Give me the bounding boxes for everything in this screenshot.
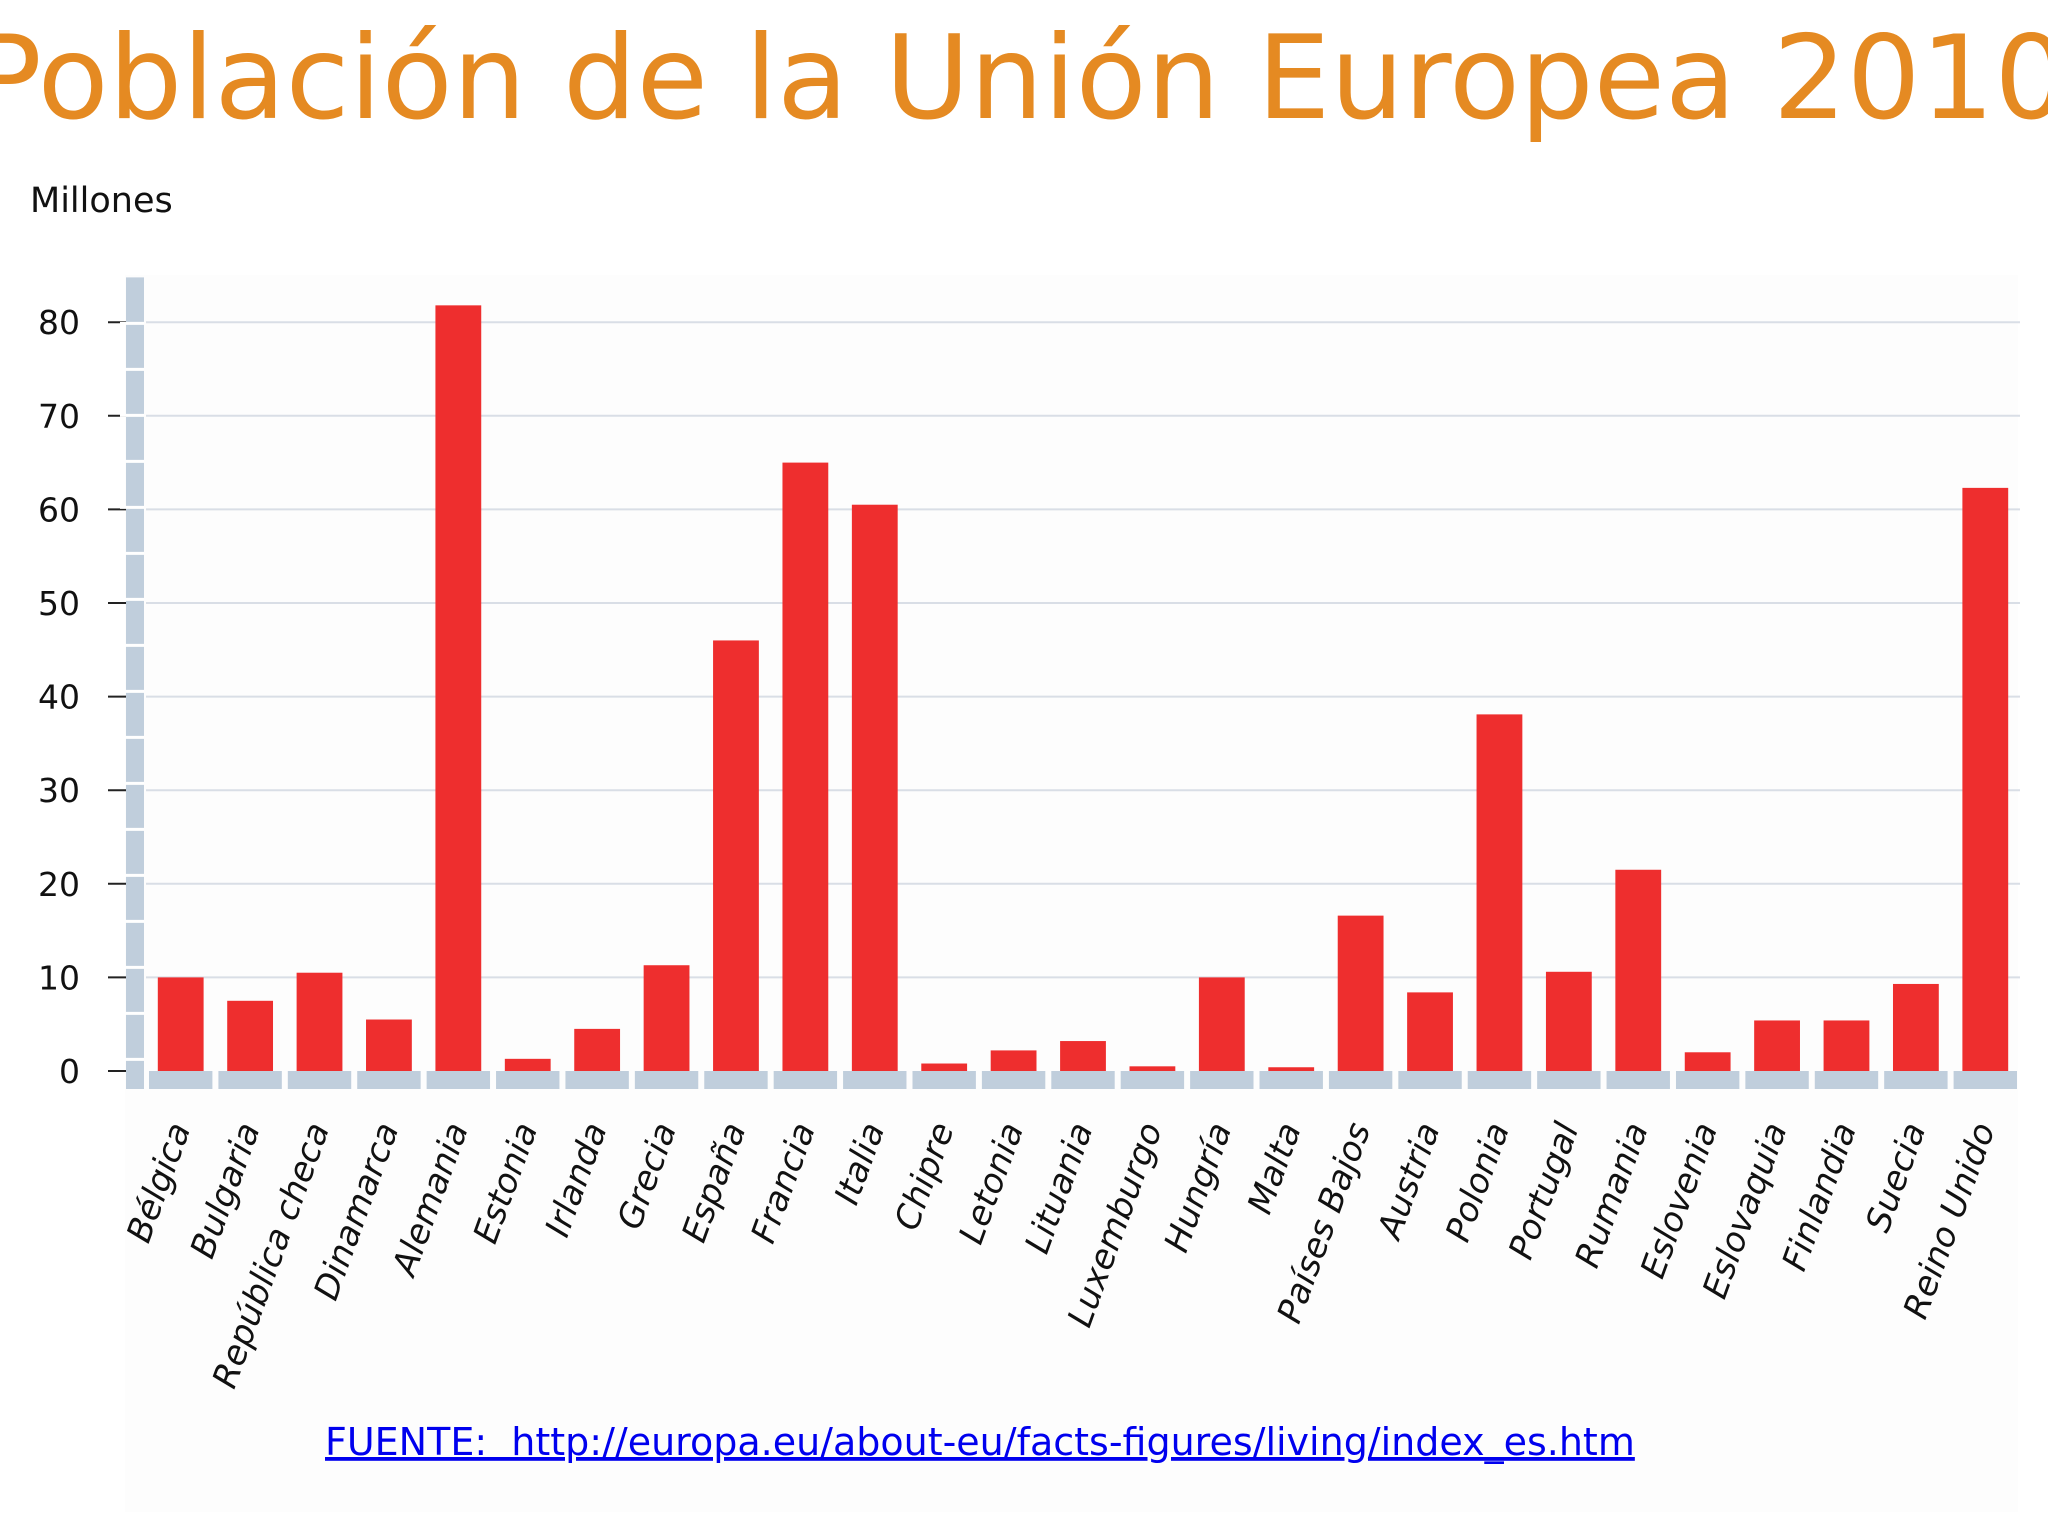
y-tick-label: 80 bbox=[38, 303, 80, 342]
x-axis-segment bbox=[1537, 1071, 1601, 1089]
x-axis-segment bbox=[1051, 1071, 1115, 1089]
x-axis-segment bbox=[287, 1071, 352, 1089]
x-axis-segment bbox=[426, 1071, 491, 1089]
x-axis-segment bbox=[981, 1071, 1046, 1089]
y-tick-labels: 0 10 20 30 40 50 60 70 80 bbox=[38, 303, 80, 1091]
plot-background bbox=[125, 275, 2018, 1512]
bar bbox=[1198, 977, 1245, 1071]
source-link[interactable]: FUENTE: http://europa.eu/about-eu/facts-… bbox=[325, 1420, 1635, 1464]
bar bbox=[1892, 983, 1939, 1071]
bar bbox=[990, 1050, 1037, 1071]
bar bbox=[1060, 1041, 1106, 1071]
x-axis-segment bbox=[1675, 1071, 1740, 1089]
x-axis-segment bbox=[912, 1071, 976, 1089]
bar bbox=[643, 965, 690, 1071]
bar bbox=[1754, 1020, 1800, 1071]
x-axis-segment bbox=[1259, 1071, 1323, 1089]
bar bbox=[1476, 714, 1523, 1071]
x-axis-segment bbox=[1606, 1071, 1670, 1089]
x-axis-segment bbox=[1884, 1071, 1948, 1089]
bar bbox=[1268, 1067, 1315, 1071]
y-tick-label: 70 bbox=[38, 397, 80, 436]
bars bbox=[157, 305, 2009, 1072]
bar bbox=[782, 462, 829, 1072]
x-axis-segment bbox=[218, 1071, 282, 1089]
x-axis-segment bbox=[496, 1071, 560, 1089]
bar bbox=[1545, 971, 1592, 1071]
bar bbox=[366, 1019, 412, 1071]
x-axis-segment bbox=[1190, 1071, 1254, 1089]
bar bbox=[713, 640, 759, 1071]
bar bbox=[157, 977, 204, 1071]
y-tick-label: 60 bbox=[38, 490, 80, 529]
bar bbox=[1337, 915, 1384, 1071]
x-axis-segment bbox=[149, 1071, 213, 1089]
chart-title: Población de la Unión Europea 2010 bbox=[0, 11, 2048, 146]
y-tick-label: 40 bbox=[38, 678, 80, 717]
bar bbox=[435, 305, 482, 1071]
y-tick-label: 20 bbox=[38, 865, 80, 904]
x-axis-segment bbox=[1953, 1071, 2017, 1089]
bar bbox=[1129, 1066, 1176, 1071]
x-axis-segment bbox=[1814, 1071, 1879, 1089]
x-axis-segment bbox=[843, 1071, 907, 1089]
bar bbox=[921, 1063, 968, 1071]
x-axis-segment bbox=[1467, 1071, 1532, 1089]
bar bbox=[1407, 992, 1453, 1071]
x-axis-segment bbox=[1398, 1071, 1462, 1089]
y-axis bbox=[126, 277, 144, 1089]
bar bbox=[1962, 487, 2009, 1071]
y-tick-label: 0 bbox=[59, 1052, 80, 1091]
x-axis-segment bbox=[704, 1071, 768, 1089]
bar bbox=[227, 1000, 274, 1071]
bar bbox=[1615, 869, 1662, 1071]
x-axis-segment bbox=[1745, 1071, 1809, 1089]
y-tick-label: 10 bbox=[38, 958, 80, 997]
bar bbox=[504, 1058, 551, 1071]
y-tick-label: 30 bbox=[38, 771, 80, 810]
x-axis-segment bbox=[634, 1071, 699, 1089]
x-axis-segment bbox=[565, 1071, 629, 1089]
x-axis-segment bbox=[357, 1071, 421, 1089]
x-axis-segment bbox=[1328, 1071, 1393, 1089]
bar bbox=[1684, 1052, 1731, 1071]
bar bbox=[296, 972, 343, 1071]
axes bbox=[108, 277, 2017, 1089]
x-axis-segment bbox=[773, 1071, 838, 1089]
bar bbox=[851, 504, 898, 1072]
bar bbox=[574, 1028, 621, 1071]
y-tick-label: 50 bbox=[38, 584, 80, 623]
x-axis-segment bbox=[1120, 1071, 1185, 1089]
y-axis-label: Millones bbox=[30, 181, 173, 221]
bar bbox=[1823, 1020, 1870, 1071]
